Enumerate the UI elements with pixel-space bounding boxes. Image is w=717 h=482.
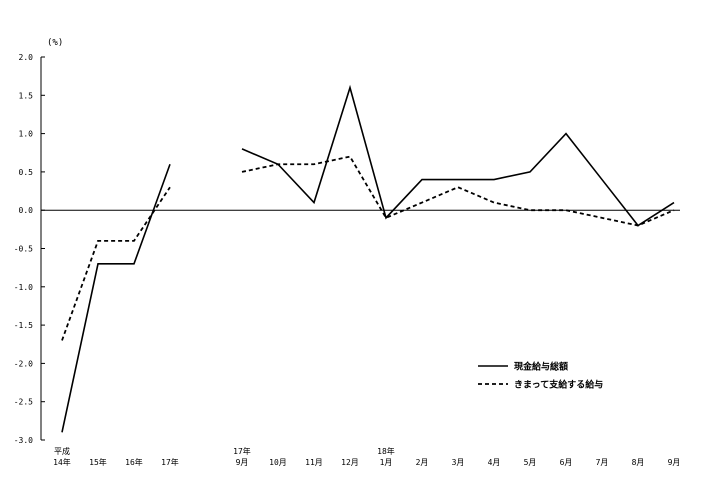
y-tick-label: 2.0 <box>19 53 34 62</box>
y-tick-label: -1.0 <box>14 283 33 292</box>
x-category-label: 15年 <box>89 457 107 467</box>
x-category-label: 5月 <box>524 458 537 467</box>
x-category-label: 17年 <box>161 457 179 467</box>
y-tick-label: -2.5 <box>14 398 33 407</box>
x-category-label: 7月 <box>596 458 609 467</box>
series-line-1 <box>61 155 675 341</box>
series-group <box>61 84 675 433</box>
x-category-label-top: 18年 <box>377 446 395 456</box>
y-ticks-group: 2.0 1.5 1.0 0.5 0.0 -0.5 -1.0 -1.5 -2.0 -2.5 -3.0 <box>14 53 45 445</box>
y-axis-unit-label: (%) <box>47 38 63 48</box>
y-tick-label: -1.5 <box>14 321 33 330</box>
x-category-label: 10月 <box>269 458 287 467</box>
x-category-label: 6月 <box>560 458 573 467</box>
x-category-label: 1月 <box>380 458 393 467</box>
x-category-label: 9月 <box>668 458 681 467</box>
x-category-label: 11月 <box>305 458 323 467</box>
y-tick-label: -3.0 <box>14 436 33 445</box>
y-tick-label: 0.5 <box>19 168 34 177</box>
x-category-label: 14年 <box>53 457 71 467</box>
x-category-label-top: 17年 <box>233 446 251 456</box>
x-category-label: 16年 <box>125 457 143 467</box>
y-tick-label: 0.0 <box>19 206 34 215</box>
legend-label-series-1: きまって支給する給与 <box>514 379 603 391</box>
y-tick-label: 1.0 <box>19 130 34 139</box>
y-tick-label: 1.5 <box>19 91 34 100</box>
x-category-label-top: 平成 <box>54 446 70 456</box>
legend: 現金給与総額 きまって支給する給与 <box>478 361 603 391</box>
y-tick-label: -0.5 <box>14 245 33 254</box>
x-category-label: 4月 <box>488 458 501 467</box>
x-category-label: 3月 <box>452 458 465 467</box>
x-category-label: 2月 <box>416 458 429 467</box>
legend-label-series-0: 現金給与総額 <box>514 361 568 373</box>
x-category-label: 9月 <box>236 458 249 467</box>
x-category-label: 8月 <box>632 458 645 467</box>
series-line-0 <box>61 84 675 433</box>
x-category-label: 12月 <box>341 458 359 467</box>
y-tick-label: -2.0 <box>14 359 33 368</box>
